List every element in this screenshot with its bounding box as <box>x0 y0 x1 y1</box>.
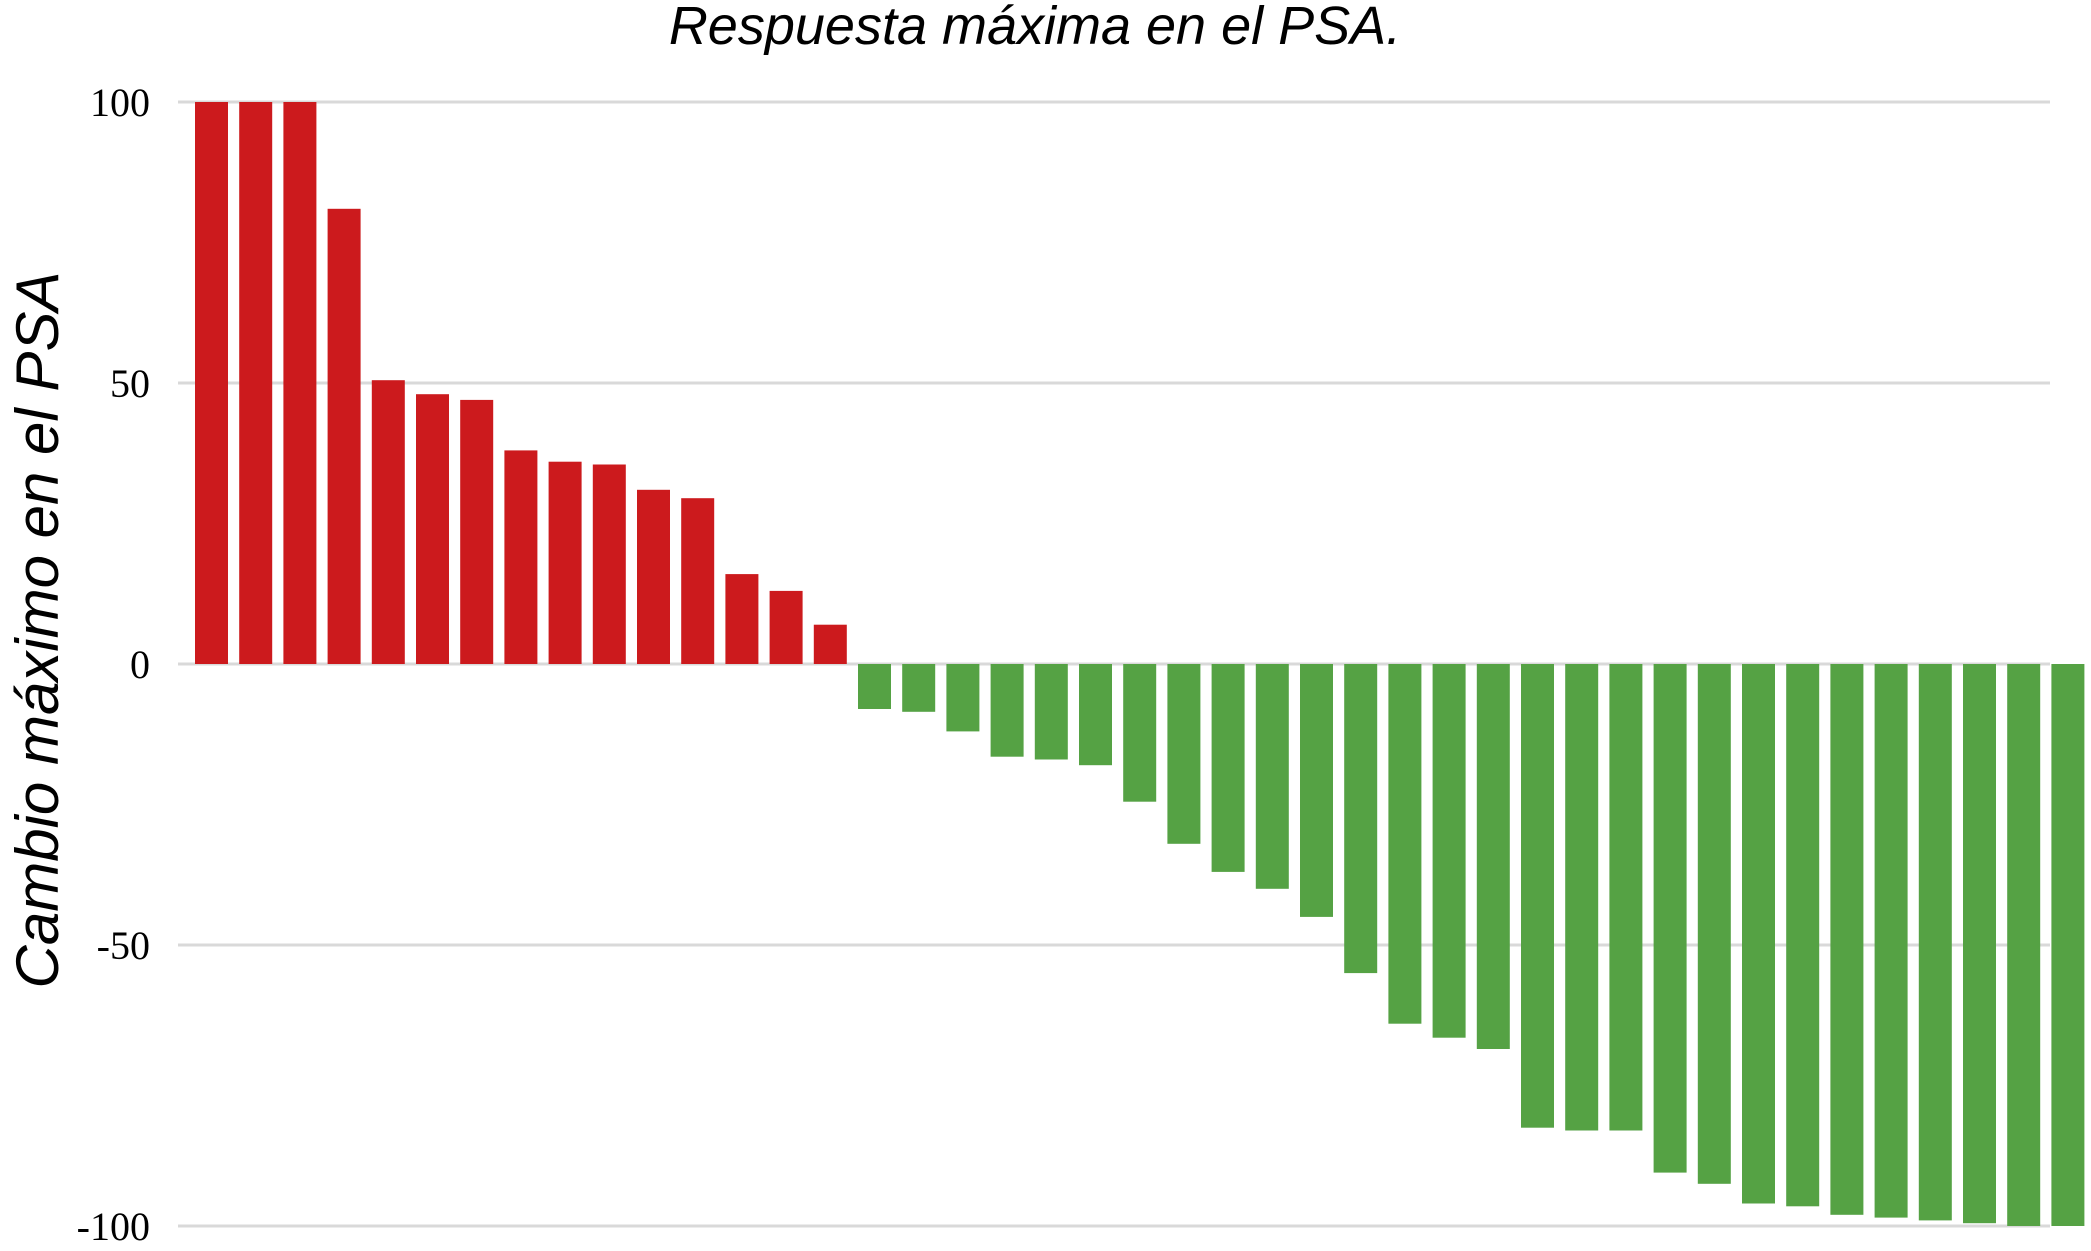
bar-20 <box>1034 664 1068 760</box>
bar-33 <box>1609 664 1643 1131</box>
bar-3 <box>283 102 317 664</box>
bar-30 <box>1476 664 1510 1049</box>
bar-25 <box>1255 664 1289 889</box>
bar-8 <box>504 450 538 664</box>
y-axis-label: Cambio máximo en el PSA <box>4 272 71 989</box>
bar-34 <box>1653 664 1687 1173</box>
bar-12 <box>681 498 715 664</box>
bar-11 <box>637 489 670 664</box>
y-tick-label: 0 <box>130 642 150 687</box>
bar-22 <box>1123 664 1157 802</box>
bar-27 <box>1344 664 1378 974</box>
bar-29 <box>1432 664 1466 1038</box>
bar-35 <box>1697 664 1731 1184</box>
bar-14 <box>769 590 803 664</box>
bars <box>195 102 2085 1226</box>
y-tick-labels: 100 50 0 -50 -100 <box>77 80 150 1249</box>
bar-17 <box>902 664 936 712</box>
bar-19 <box>990 664 1024 757</box>
bar-38 <box>1830 664 1864 1215</box>
bar-39 <box>1874 664 1908 1218</box>
y-tick-label: -50 <box>97 923 150 968</box>
chart-title: Respuesta máxima en el PSA. <box>669 0 1401 56</box>
bar-7 <box>460 399 494 664</box>
bar-16 <box>858 664 891 709</box>
bar-10 <box>592 464 626 664</box>
bar-1 <box>195 102 228 664</box>
y-tick-label: -100 <box>77 1204 150 1246</box>
bar-42 <box>2007 664 2041 1226</box>
bar-26 <box>1300 664 1333 917</box>
bar-18 <box>946 664 980 732</box>
bar-13 <box>725 574 759 664</box>
bar-21 <box>1079 664 1112 766</box>
bar-9 <box>548 461 582 664</box>
bar-36 <box>1742 664 1775 1204</box>
bar-28 <box>1388 664 1422 1024</box>
y-tick-label: 50 <box>110 361 150 406</box>
bar-2 <box>239 102 273 664</box>
bar-6 <box>416 394 449 664</box>
bar-43 <box>2051 664 2085 1226</box>
bar-32 <box>1565 664 1599 1131</box>
y-tick-label: 100 <box>90 80 150 125</box>
bar-4 <box>327 208 361 665</box>
bar-24 <box>1211 664 1245 872</box>
bar-23 <box>1167 664 1201 844</box>
bar-15 <box>813 624 847 664</box>
bar-31 <box>1521 664 1554 1128</box>
bar-41 <box>1963 664 1996 1224</box>
bar-40 <box>1918 664 1952 1221</box>
bar-5 <box>371 380 405 664</box>
bar-37 <box>1786 664 1820 1207</box>
